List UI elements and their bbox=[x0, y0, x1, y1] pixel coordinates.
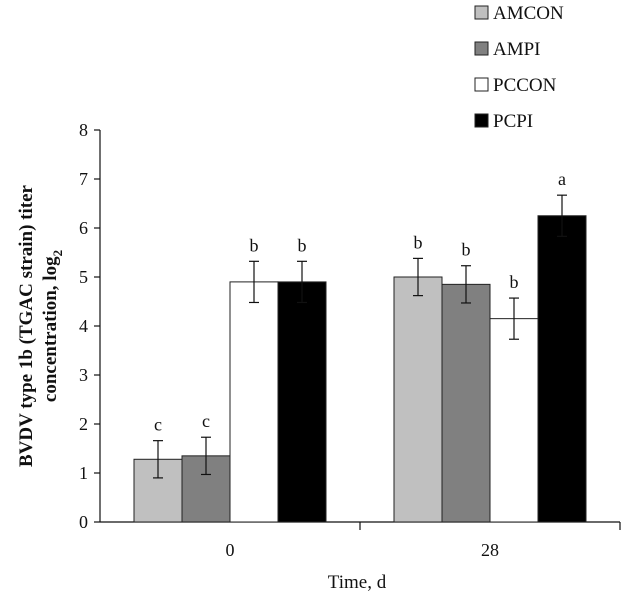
error-bar bbox=[413, 257, 423, 297]
legend-item-amcon: AMCON bbox=[474, 3, 564, 24]
legend-label: PCCON bbox=[493, 75, 557, 96]
y-axis-label-line1: BVDV type 1b (TGAC strain) titer bbox=[16, 184, 37, 467]
y-ticks: 0 1 2 3 4 5 6 7 8 bbox=[79, 120, 100, 532]
legend-item-ampi: AMPI bbox=[474, 39, 541, 60]
bar-pccon-0 bbox=[229, 281, 279, 523]
legend-swatch bbox=[474, 77, 489, 92]
bar-amcon-28 bbox=[393, 276, 443, 523]
bar-pccon-28 bbox=[489, 318, 539, 523]
legend-label: AMCON bbox=[493, 3, 564, 24]
bar-pcpi-28 bbox=[537, 215, 587, 523]
legend-item-pcpi: PCPI bbox=[474, 111, 533, 132]
y-tick-label: 8 bbox=[79, 120, 88, 140]
bar-ampi-28 bbox=[441, 283, 491, 523]
significance-letter: c bbox=[202, 411, 210, 431]
error-bar bbox=[153, 440, 163, 479]
x-axis-label: Time, d bbox=[328, 572, 387, 593]
error-bar bbox=[249, 260, 259, 304]
legend-item-pccon: PCCON bbox=[474, 75, 557, 96]
error-bar bbox=[201, 436, 211, 476]
x-tick-label: 0 bbox=[226, 540, 235, 560]
y-tick-label: 5 bbox=[79, 267, 88, 287]
significance-letter: a bbox=[558, 169, 566, 189]
error-bar bbox=[461, 265, 471, 304]
significance-letter: b bbox=[414, 232, 423, 252]
significance-letter: b bbox=[250, 235, 259, 255]
legend-swatch bbox=[474, 41, 489, 56]
error-bar bbox=[557, 194, 567, 237]
significance-letter: c bbox=[154, 415, 162, 435]
bar-pcpi-0 bbox=[277, 281, 327, 523]
error-bar bbox=[509, 297, 519, 340]
y-axis-label-subscript: 2 bbox=[50, 250, 65, 257]
y-tick-label: 7 bbox=[79, 169, 88, 189]
y-tick-label: 2 bbox=[79, 414, 88, 434]
significance-letter: b bbox=[462, 240, 471, 260]
y-tick-label: 3 bbox=[79, 365, 88, 385]
y-axis-label-main: concentration, log bbox=[40, 256, 61, 402]
y-tick-label: 1 bbox=[79, 463, 88, 483]
x-ticks: 0 28 bbox=[226, 522, 621, 560]
bars: c c b b b b b a bbox=[133, 169, 587, 523]
y-axis-label-line2: concentration, log2 bbox=[40, 250, 65, 402]
legend-swatch bbox=[474, 113, 489, 128]
legend-label: AMPI bbox=[493, 39, 541, 60]
legend-label: PCPI bbox=[493, 111, 533, 132]
x-tick-label: 28 bbox=[481, 540, 499, 560]
y-tick-label: 0 bbox=[79, 512, 88, 532]
error-bar bbox=[297, 260, 307, 304]
legend: AMCON AMPI PCCON PCPI bbox=[474, 3, 564, 132]
legend-swatch bbox=[474, 5, 489, 20]
y-tick-label: 6 bbox=[79, 218, 88, 238]
y-tick-label: 4 bbox=[79, 316, 88, 336]
significance-letter: b bbox=[298, 235, 307, 255]
significance-letter: b bbox=[510, 272, 519, 292]
